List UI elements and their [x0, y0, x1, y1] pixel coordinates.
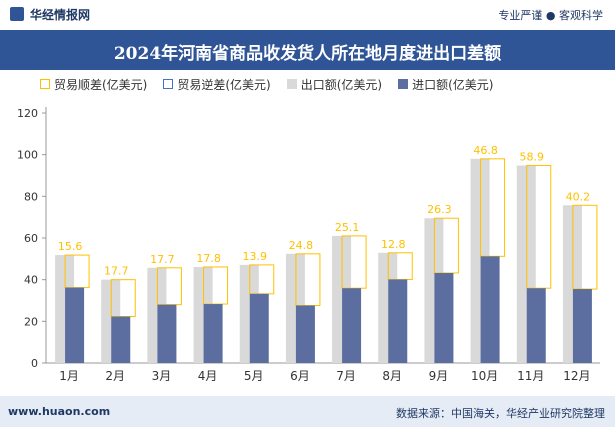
- surplus-data-label: 12.8: [381, 238, 406, 251]
- footer-website: www.huaon.com: [8, 405, 111, 418]
- legend-item-export: 出口额(亿美元): [286, 76, 383, 93]
- legend-label-surplus: 贸易顺差(亿美元): [54, 77, 148, 92]
- import-bar: [65, 287, 85, 363]
- y-tick-label: 0: [31, 357, 38, 370]
- x-tick-label: 1月: [59, 369, 79, 383]
- import-bar: [572, 289, 592, 363]
- chart-title: 2024年河南省商品收发货人所在地月度进出口差额: [113, 44, 502, 64]
- surplus-data-label: 40.2: [566, 190, 591, 203]
- y-tick-label: 120: [17, 107, 38, 120]
- legend-swatch-export: [286, 79, 297, 89]
- top-bar: 华经情报网 专业严谨 ● 客观科学: [0, 0, 615, 30]
- x-tick-label: 8月: [382, 369, 402, 383]
- surplus-data-label: 17.8: [196, 252, 221, 265]
- import-bar: [249, 293, 269, 363]
- legend-swatch-deficit: [163, 79, 174, 89]
- x-tick-label: 9月: [429, 369, 449, 383]
- surplus-data-label: 58.9: [520, 151, 545, 164]
- legend: 贸易顺差(亿美元) 贸易逆差(亿美元) 出口额(亿美元) 进口额(亿美元): [40, 74, 510, 94]
- legend-label-import: 进口额(亿美元): [412, 77, 494, 92]
- legend-item-surplus: 贸易顺差(亿美元): [40, 76, 147, 93]
- legend-label-deficit: 贸易逆差(亿美元): [177, 77, 271, 92]
- surplus-data-label: 17.7: [150, 253, 175, 266]
- x-tick-label: 7月: [336, 369, 356, 383]
- title-band: [0, 30, 615, 70]
- import-bar: [295, 305, 315, 363]
- surplus-data-label: 26.3: [427, 203, 452, 216]
- y-tick-label: 40: [24, 274, 38, 287]
- footer: www.huaon.com 数据来源：中国海关，华经产业研究院整理: [0, 396, 615, 427]
- surplus-data-label: 25.1: [335, 221, 360, 234]
- brand-name: 华经情报网: [30, 8, 91, 22]
- y-tick-label: 80: [24, 190, 38, 203]
- surplus-data-label: 17.7: [104, 265, 129, 278]
- surplus-outline: [572, 204, 598, 290]
- import-bar: [388, 279, 408, 363]
- x-tick-label: 11月: [517, 369, 544, 383]
- x-tick-label: 2月: [105, 369, 125, 383]
- import-bar: [157, 304, 177, 363]
- legend-swatch-surplus: [40, 79, 50, 89]
- x-tick-label: 4月: [198, 369, 218, 383]
- surplus-data-label: 46.8: [473, 144, 498, 157]
- y-tick-label: 60: [24, 232, 38, 245]
- surplus-data-label: 15.6: [58, 240, 83, 253]
- x-tick-label: 10月: [471, 369, 498, 383]
- surplus-data-label: 24.8: [289, 239, 314, 252]
- y-tick-label: 20: [24, 315, 38, 328]
- footer-source: 数据来源：中国海关，华经产业研究院整理: [396, 407, 605, 420]
- import-bar: [111, 316, 131, 363]
- import-bar: [526, 288, 546, 363]
- chart-plot: 0 20 40 60 80 100 120 15.6 1月 17.7 2月 17.7 3月 17.8 4月 1…: [17, 107, 600, 383]
- import-bar: [480, 256, 500, 363]
- legend-swatch-import: [398, 79, 409, 89]
- legend-item-import: 进口额(亿美元): [398, 76, 494, 93]
- x-tick-label: 3月: [152, 369, 172, 383]
- legend-label-export: 出口额(亿美元): [300, 77, 383, 92]
- x-tick-label: 6月: [290, 369, 310, 383]
- surplus-data-label: 13.9: [243, 250, 268, 263]
- surplus-outline: [64, 254, 90, 289]
- import-bar: [434, 273, 454, 363]
- x-tick-label: 12月: [563, 369, 590, 383]
- import-bar: [203, 304, 223, 363]
- import-bar: [342, 288, 362, 363]
- x-tick-label: 5月: [244, 369, 264, 383]
- brand-logo-icon: [10, 7, 24, 21]
- legend-item-deficit: 贸易逆差(亿美元): [163, 76, 271, 93]
- slogan: 专业严谨 ● 客观科学: [498, 9, 603, 22]
- surplus-outline: [203, 266, 229, 305]
- y-tick-label: 100: [17, 149, 38, 162]
